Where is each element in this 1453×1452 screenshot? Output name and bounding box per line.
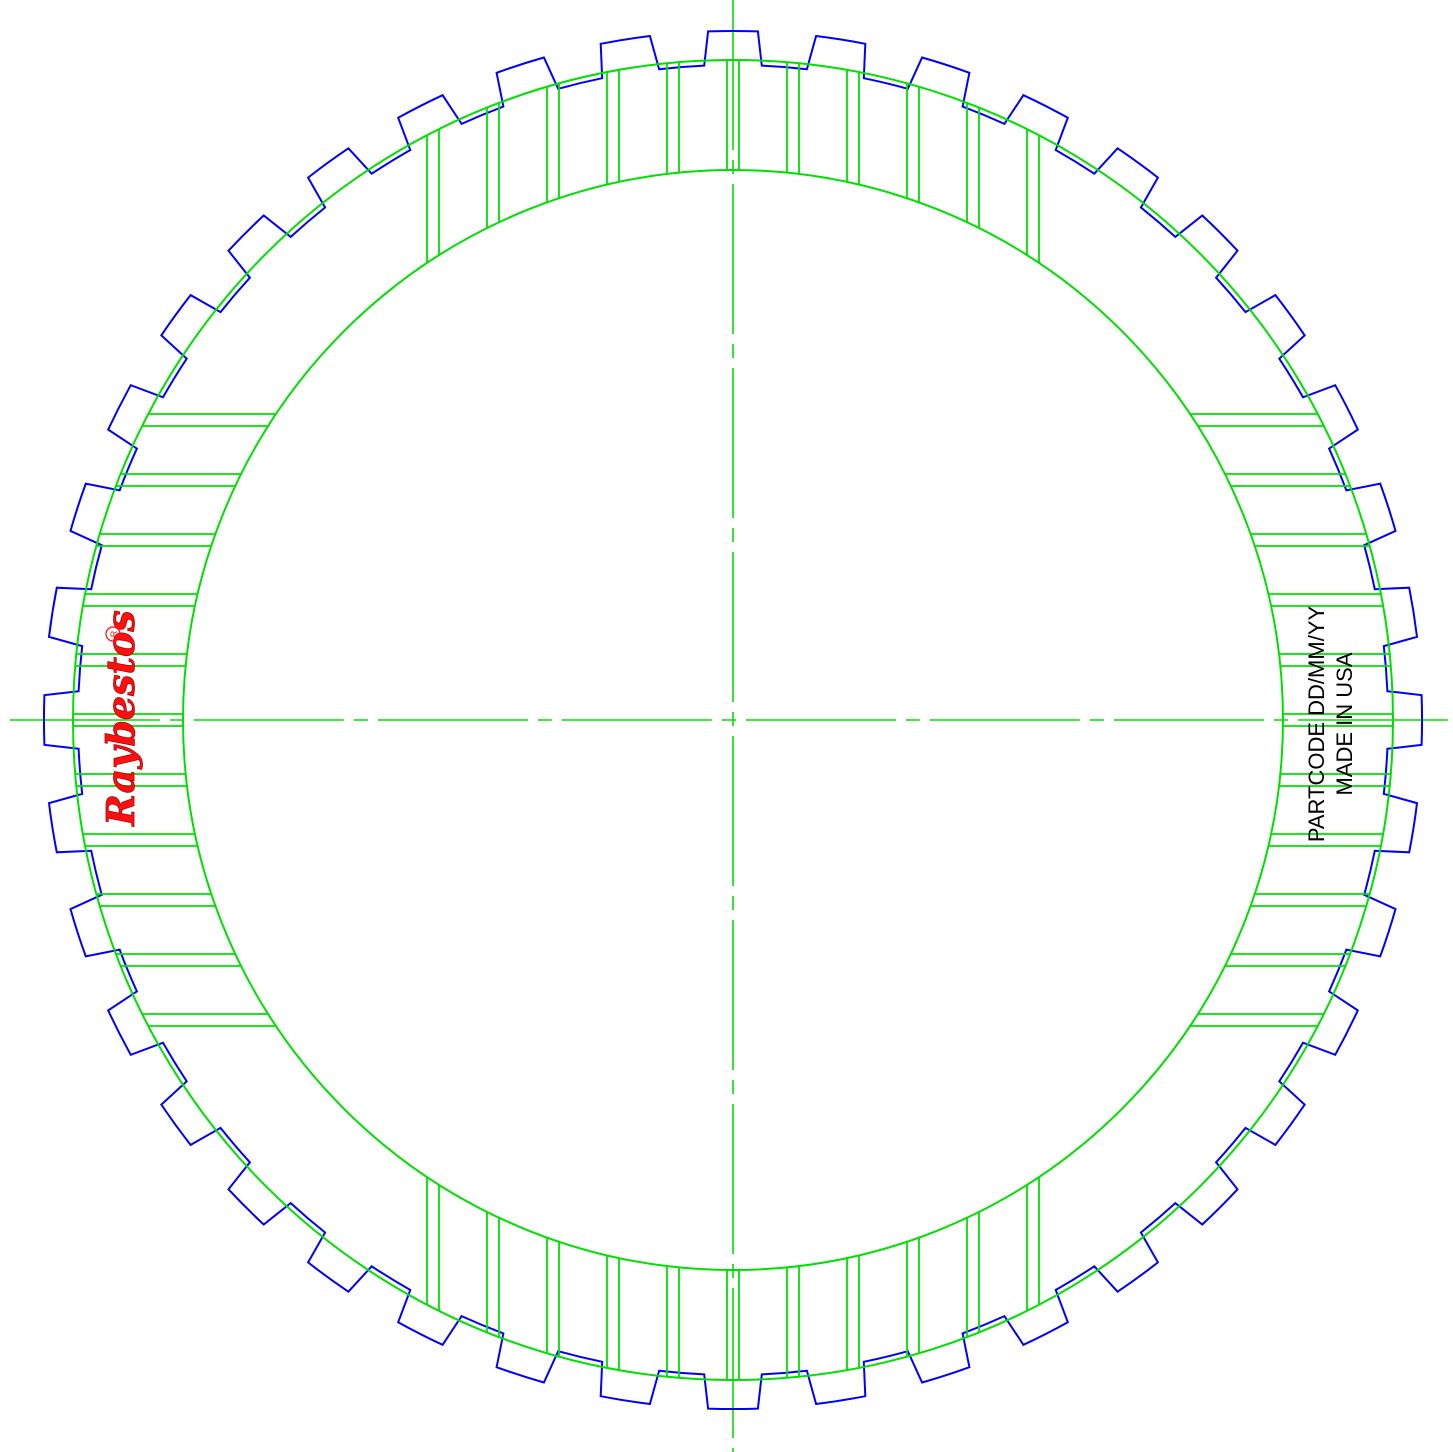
friction-inner-ring bbox=[182, 169, 1284, 1271]
groove-zone-right bbox=[1190, 413, 1393, 1027]
logo-wordmark: Raybestos bbox=[98, 610, 143, 827]
partcode-text: PARTCODE DD/MM/YY bbox=[1304, 606, 1329, 843]
centerlines bbox=[10, 0, 1453, 1452]
raybestos-logo: Raybestos bbox=[98, 610, 144, 827]
groove-zone-top bbox=[426, 60, 1040, 263]
made-in-usa-text: MADE IN USA bbox=[1332, 652, 1357, 795]
friction-outer-ring bbox=[72, 59, 1394, 1381]
registered-circle bbox=[105, 626, 121, 642]
registered-letter: R bbox=[109, 630, 119, 637]
registered-mark: R bbox=[105, 626, 121, 642]
groove-zone-bottom bbox=[426, 1177, 1040, 1380]
part-marking: PARTCODE DD/MM/YY MADE IN USA bbox=[1304, 606, 1357, 843]
outer-teeth-outline bbox=[42, 29, 1424, 1411]
groove-zone-left bbox=[73, 413, 276, 1027]
